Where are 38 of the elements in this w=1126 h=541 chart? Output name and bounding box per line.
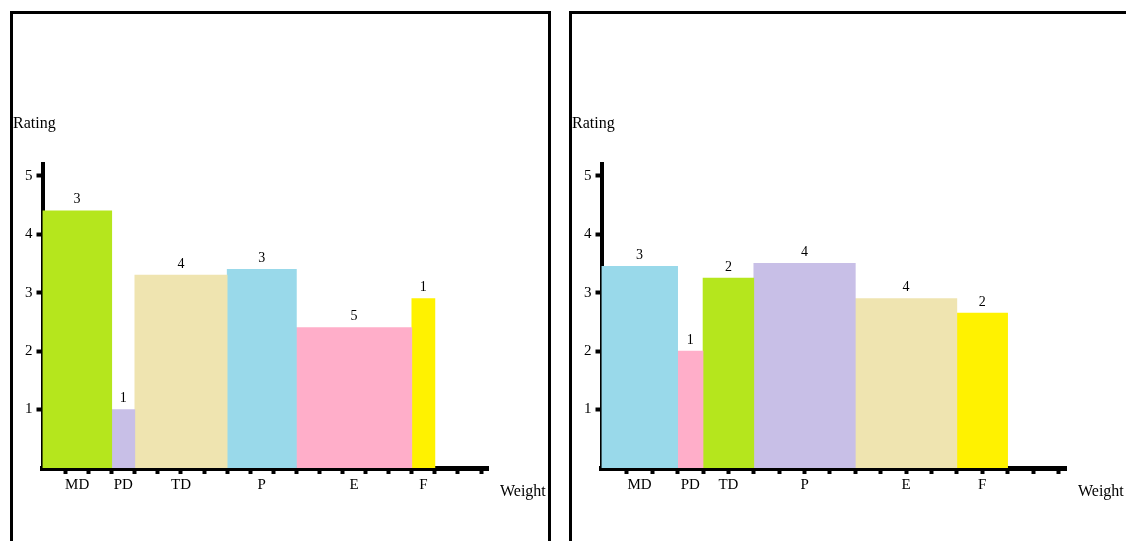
annotation: 2 [978,293,986,309]
y-axis-title: Rating [572,114,615,133]
annotation: 4 [801,244,809,260]
y-tick-label: 5 [25,166,33,183]
annotation: 2 [724,258,732,274]
x-tick-label: E [901,476,911,493]
annotation: 3 [258,249,266,265]
y-tick-label: 4 [584,225,592,242]
x-tick-label: E [349,476,359,493]
y-axis-title: Rating [13,114,56,133]
annotation: 1 [686,331,694,347]
x-tick-label: P [257,476,266,493]
annotation: 5 [350,308,358,324]
x-axis-title: Weight [500,482,547,501]
y-tick-label: 3 [584,283,592,300]
x-tick-label: PD [113,476,134,493]
annotation: 4 [177,255,185,271]
x-tick-label: F [419,476,428,493]
y-tick-label: 2 [25,342,33,359]
x-tick-label: PD [680,476,701,493]
y-tick-label: 4 [25,225,33,242]
y-tick-label: 3 [25,283,33,300]
y-tick-label: 5 [584,166,592,183]
x-tick-label: P [800,476,809,493]
annotation: 3 [636,246,644,262]
x-tick-label: MD [627,476,652,493]
x-axis-title: Weight [1078,482,1125,501]
y-tick-label: 1 [584,400,592,417]
y-tick-label: 1 [25,400,33,417]
x-tick-label: MD [65,476,90,493]
x-tick-label: F [978,476,987,493]
annotation: 1 [119,390,127,406]
annotation: 1 [419,279,427,295]
x-tick-label: TD [171,476,192,493]
annotation: 3 [73,191,81,207]
x-tick-label: TD [718,476,739,493]
annotation: 4 [902,279,910,295]
y-tick-label: 2 [584,342,592,359]
